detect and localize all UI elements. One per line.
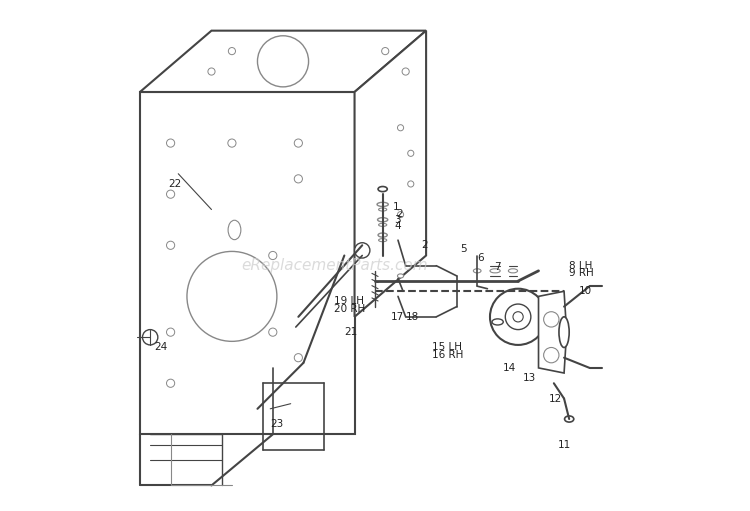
Text: 1: 1 xyxy=(393,202,400,212)
Circle shape xyxy=(490,289,546,345)
Text: 20 RH: 20 RH xyxy=(334,304,365,314)
Text: 16 RH: 16 RH xyxy=(432,350,464,360)
Ellipse shape xyxy=(565,416,574,422)
Text: 18: 18 xyxy=(406,312,419,322)
Text: 17: 17 xyxy=(390,312,404,322)
Text: 10: 10 xyxy=(578,286,592,296)
Text: 15 LH: 15 LH xyxy=(432,342,462,353)
Ellipse shape xyxy=(228,220,241,240)
Text: 13: 13 xyxy=(524,373,536,383)
Ellipse shape xyxy=(378,187,387,192)
Circle shape xyxy=(166,190,175,198)
Text: 2: 2 xyxy=(421,240,428,250)
Circle shape xyxy=(268,251,277,260)
Ellipse shape xyxy=(378,233,387,237)
Ellipse shape xyxy=(492,319,503,325)
Circle shape xyxy=(294,354,302,362)
Ellipse shape xyxy=(490,269,500,273)
Ellipse shape xyxy=(509,269,518,273)
Text: 9 RH: 9 RH xyxy=(569,268,594,278)
Circle shape xyxy=(513,312,523,322)
Ellipse shape xyxy=(398,274,404,278)
Ellipse shape xyxy=(379,223,387,226)
Text: 2: 2 xyxy=(397,208,403,219)
Circle shape xyxy=(544,347,559,363)
Circle shape xyxy=(408,150,414,156)
Text: 11: 11 xyxy=(558,439,572,450)
Polygon shape xyxy=(140,31,426,92)
Text: 23: 23 xyxy=(270,419,284,429)
Circle shape xyxy=(142,330,158,345)
Ellipse shape xyxy=(473,269,481,273)
Text: 21: 21 xyxy=(344,327,358,337)
Polygon shape xyxy=(140,92,355,434)
Circle shape xyxy=(294,139,302,147)
Circle shape xyxy=(208,68,215,75)
Circle shape xyxy=(402,68,410,75)
Circle shape xyxy=(257,36,308,87)
Circle shape xyxy=(398,212,404,218)
Circle shape xyxy=(166,379,175,387)
Text: 14: 14 xyxy=(503,363,516,373)
Ellipse shape xyxy=(377,218,388,222)
Text: 22: 22 xyxy=(168,179,182,189)
Text: 7: 7 xyxy=(494,262,501,272)
Circle shape xyxy=(228,48,236,55)
Circle shape xyxy=(506,304,531,330)
Text: 12: 12 xyxy=(549,393,562,404)
Circle shape xyxy=(166,328,175,336)
Ellipse shape xyxy=(379,239,387,242)
Circle shape xyxy=(268,328,277,336)
Circle shape xyxy=(187,251,277,341)
Polygon shape xyxy=(355,31,426,317)
Circle shape xyxy=(382,48,388,55)
Circle shape xyxy=(228,139,236,147)
Text: 8 LH: 8 LH xyxy=(569,261,592,271)
Circle shape xyxy=(355,243,370,258)
Circle shape xyxy=(166,139,175,147)
Polygon shape xyxy=(538,291,567,373)
Text: 3: 3 xyxy=(394,215,401,225)
Ellipse shape xyxy=(377,202,388,206)
Ellipse shape xyxy=(559,317,569,347)
Text: 5: 5 xyxy=(460,244,466,254)
Circle shape xyxy=(544,312,559,327)
Text: 24: 24 xyxy=(154,342,167,353)
Circle shape xyxy=(398,125,404,131)
Ellipse shape xyxy=(379,208,387,211)
Text: eReplacementParts.com: eReplacementParts.com xyxy=(241,258,428,273)
Circle shape xyxy=(408,181,414,187)
Text: 6: 6 xyxy=(477,253,484,263)
Text: 4: 4 xyxy=(394,221,401,231)
Circle shape xyxy=(294,175,302,183)
Text: 19 LH: 19 LH xyxy=(334,296,364,307)
Circle shape xyxy=(166,241,175,249)
